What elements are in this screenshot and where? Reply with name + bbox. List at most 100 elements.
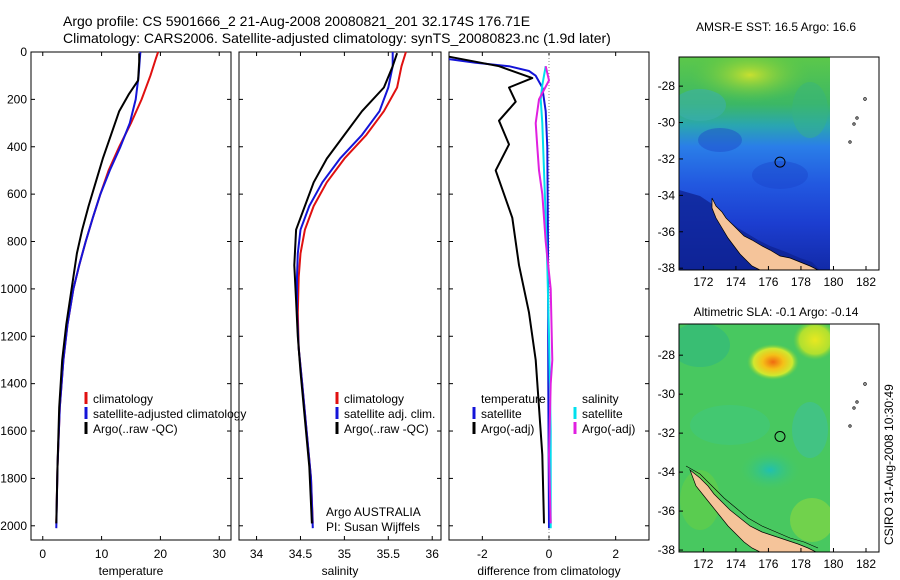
series-line-argo-raw-qc	[293, 52, 399, 524]
sst-argo-location-marker	[774, 156, 786, 168]
legend-label-temp-satellite: satellite	[481, 407, 522, 421]
island-marker	[855, 400, 859, 404]
map-x-tick-label: 174	[726, 275, 746, 289]
csiro-timestamp-credit: CSIRO 31-Aug-2008 10:30:49	[882, 384, 896, 545]
salinity-panel: 34 34.5 35 35.5 36 climatology satellite adj…	[238, 51, 442, 578]
sst-map-frame	[678, 56, 880, 271]
map-y-tick-label: -34	[658, 465, 676, 479]
north-island-land	[711, 197, 819, 270]
x-tick-label: 36	[426, 547, 440, 561]
difference-lines	[448, 52, 554, 540]
map-y-tick-label: -38	[658, 543, 676, 557]
y-tick-label: 1000	[0, 282, 27, 296]
y-tick-label: 1600	[0, 424, 27, 438]
x-tick-label: 10	[95, 547, 109, 561]
temperature-xlabel: temperature	[99, 564, 164, 578]
series-line-argo-raw-qc	[55, 53, 141, 524]
y-tick-label: 2000	[0, 519, 27, 533]
x-tick-label: -2	[477, 547, 488, 561]
legend-header-temperature: temperature	[481, 392, 546, 406]
map-x-tick-label: 180	[823, 275, 843, 289]
legend-header-salinity: salinity	[582, 392, 619, 406]
island-marker	[852, 122, 856, 126]
map-x-tick-label: 172	[693, 275, 713, 289]
legend-label-sal-satellite: satellite	[582, 407, 623, 421]
x-tick-label: 35	[338, 547, 352, 561]
pi-credit: PI: Susan Wijffels	[326, 520, 420, 534]
map-y-tick-label: -38	[658, 261, 676, 275]
y-tick-label: 1400	[0, 377, 27, 391]
map-y-tick-label: -34	[658, 188, 676, 202]
difference-legend: temperature satellite Argo(-adj) salinit…	[472, 392, 635, 436]
x-tick-label: 35.5	[377, 547, 401, 561]
argo-country-credit: Argo AUSTRALIA	[326, 505, 421, 519]
sst-field	[679, 57, 830, 270]
x-tick-label: 20	[154, 547, 168, 561]
figure-title-line2: Climatology: CARS2006. Satellite-adjuste…	[63, 30, 611, 46]
sst-map-panel: AMSR-E SST: 16.5 Argo: 16.6 172 174 176 178…	[658, 20, 880, 289]
x-tick-label: 34	[250, 547, 264, 561]
y-tick-label: 400	[7, 140, 27, 154]
salinity-legend: climatology satellite adj. clim. Argo(..…	[335, 392, 435, 436]
sla-map-frame	[678, 323, 880, 553]
salinity-lines	[293, 51, 407, 529]
map-y-tick-label: -32	[658, 152, 676, 166]
x-tick-label: 2	[612, 547, 619, 561]
y-tick-label: 600	[7, 187, 27, 201]
legend-label-satellite: satellite adj. clim.	[344, 407, 435, 421]
temperature-axes-frame	[30, 51, 232, 541]
legend-label-climatology: climatology	[344, 392, 404, 406]
map-x-tick-label: 172	[693, 557, 713, 571]
legend-label-temp-argo: Argo(-adj)	[481, 422, 534, 436]
legend-label-climatology: climatology	[93, 392, 153, 406]
legend-label-sal-argo: Argo(-adj)	[582, 422, 635, 436]
salinity-ticks: 34 34.5 35 35.5 36	[239, 51, 441, 561]
sla-map-title: Altimetric SLA: -0.1 Argo: -0.14	[694, 305, 859, 319]
y-tick-label: 0	[20, 45, 27, 59]
island-marker	[863, 382, 867, 386]
sst-map-title: AMSR-E SST: 16.5 Argo: 16.6	[696, 20, 856, 34]
x-tick-label: 0	[39, 547, 46, 561]
difference-xlabel: difference from climatology	[477, 564, 620, 578]
temperature-lines	[55, 51, 160, 529]
x-tick-label: 0	[546, 547, 553, 561]
legend-label-argo: Argo(..raw -QC)	[93, 422, 178, 436]
legend-label-argo: Argo(..raw -QC)	[344, 422, 429, 436]
map-x-tick-label: 182	[856, 275, 876, 289]
map-x-tick-label: 180	[823, 557, 843, 571]
x-tick-label: 34.5	[289, 547, 313, 561]
map-y-tick-label: -32	[658, 426, 676, 440]
legend-label-satellite: satellite-adjusted climatology	[93, 407, 246, 421]
series-line-satellite-adj-clim	[296, 52, 394, 529]
island-marker	[848, 424, 852, 428]
figure-title-line1: Argo profile: CS 5901666_2 21-Aug-2008 2…	[63, 13, 530, 29]
map-y-tick-label: -28	[658, 79, 676, 93]
temperature-legend: climatology satellite-adjusted climatolo…	[84, 392, 246, 436]
island-marker	[848, 140, 852, 144]
sla-map-panel: Altimetric SLA: -0.1 Argo: -0.14 172 174 1…	[658, 305, 880, 571]
series-line-satellite-adjusted-climatology	[55, 51, 142, 529]
map-x-tick-label: 176	[758, 557, 778, 571]
sla-field	[679, 324, 830, 552]
map-x-tick-label: 178	[791, 275, 811, 289]
y-tick-label: 1200	[0, 329, 27, 343]
map-y-tick-label: -30	[658, 116, 676, 130]
temperature-ticks: 0 10 20 30 0 200 400 600 800 1000 1200 1400 1600 1800…	[0, 45, 231, 561]
difference-panel: -2 0 2 temperature satellite Argo(-adj) sa…	[448, 51, 650, 578]
island-marker	[855, 116, 859, 120]
y-tick-label: 200	[7, 92, 27, 106]
series-line-salinity-satellite	[539, 66, 552, 529]
temperature-panel: 0 10 20 30 0 200 400 600 800 1000 1200 1400 1600 1800…	[0, 45, 246, 578]
y-tick-label: 1800	[0, 471, 27, 485]
map-y-tick-label: -36	[658, 504, 676, 518]
map-x-tick-label: 178	[791, 557, 811, 571]
map-x-tick-label: 176	[758, 275, 778, 289]
island-marker	[852, 406, 856, 410]
map-x-tick-label: 182	[856, 557, 876, 571]
sla-map-ticks: 172 174 176 178 180 182 -28 -30 -32 -34 -36 -38	[658, 348, 877, 571]
salinity-axes-frame	[238, 51, 442, 541]
salinity-xlabel: salinity	[322, 564, 359, 578]
map-x-tick-label: 174	[726, 557, 746, 571]
island-marker	[863, 97, 867, 101]
